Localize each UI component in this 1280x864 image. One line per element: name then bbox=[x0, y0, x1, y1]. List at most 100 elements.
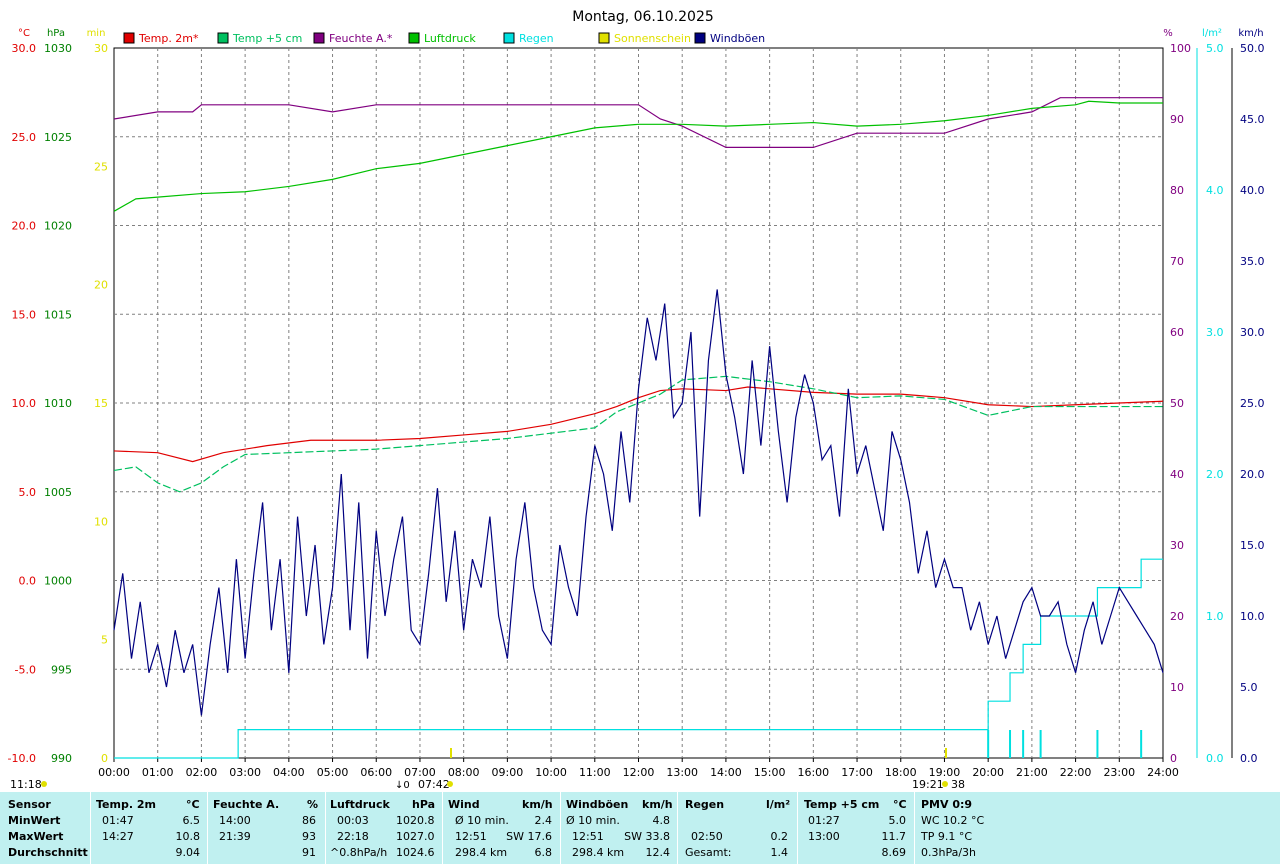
table-header-row: Sensor Temp. 2m °C Feuchte A. % Luftdruc… bbox=[0, 797, 1280, 813]
gust-distance: 298.4 km bbox=[572, 846, 625, 859]
header-humidity-unit: % bbox=[307, 798, 319, 811]
humidity-axis-tick: 20 bbox=[1170, 610, 1184, 623]
temp-axis-tick: 20.0 bbox=[12, 220, 37, 233]
x-tick: 14:00 bbox=[710, 766, 742, 779]
humidity-axis-tick: 80 bbox=[1170, 184, 1184, 197]
rain-axis-tick: 5.0 bbox=[1206, 42, 1224, 55]
legend-label: Temp. 2m* bbox=[138, 32, 199, 45]
legend-label: Temp +5 cm bbox=[232, 32, 302, 45]
series-line bbox=[113, 289, 1164, 716]
col-divider bbox=[677, 792, 678, 864]
temp5-min-time: 01:27 bbox=[808, 814, 840, 827]
wind-max-time: 12:51 bbox=[455, 830, 487, 843]
x-tick: 19:00 bbox=[929, 766, 961, 779]
header-rain-unit: l/m² bbox=[766, 798, 791, 811]
temp5-max-time: 13:00 bbox=[808, 830, 840, 843]
sunrise-sun-icon bbox=[447, 781, 453, 787]
legend-label: Sonnenschein bbox=[614, 32, 691, 45]
humidity-axis-tick: 0 bbox=[1170, 752, 1177, 765]
wind-axis-tick: 10.0 bbox=[1240, 610, 1265, 623]
hum-max-time: 21:39 bbox=[219, 830, 251, 843]
x-tick: 22:00 bbox=[1060, 766, 1092, 779]
press-avg: 1024.6 bbox=[396, 846, 435, 859]
temp2m-max: 10.8 bbox=[175, 830, 201, 843]
humidity-axis-tick: 90 bbox=[1170, 113, 1184, 126]
legend-swatch bbox=[217, 32, 229, 44]
pmv-avg: 0.3hPa/3h bbox=[921, 846, 977, 859]
sun-icon bbox=[41, 781, 47, 787]
header-pressure: Luftdruck bbox=[330, 798, 390, 811]
press-min-time: 00:03 bbox=[337, 814, 369, 827]
header-pressure-unit: hPa bbox=[412, 798, 436, 811]
temp2m-avg: 9.04 bbox=[175, 846, 201, 859]
legend: Temp. 2m* Temp +5 cm Feuchte A.* Luftdruck R… bbox=[123, 32, 765, 45]
wind-axis-tick: 5.0 bbox=[1240, 681, 1258, 694]
sun-axis-tick: 0 bbox=[101, 752, 108, 765]
x-tick: 13:00 bbox=[666, 766, 698, 779]
axis-tick-labels: °C 30.0 25.0 20.0 15.0 10.0 5.0 0.0 -5.0 -10.0 hPa… bbox=[8, 28, 1265, 779]
gust-max-time: 12:51 bbox=[572, 830, 604, 843]
legend-swatch bbox=[408, 32, 420, 44]
temp5-max: 11.7 bbox=[881, 830, 907, 843]
temp-axis-tick: 15.0 bbox=[12, 308, 37, 321]
gust-avg: 12.4 bbox=[645, 846, 671, 859]
header-gust: Windböen bbox=[566, 798, 629, 811]
rain-max: 0.2 bbox=[770, 830, 789, 843]
pmv-max: TP 9.1 °C bbox=[921, 830, 973, 843]
x-tick: 04:00 bbox=[273, 766, 305, 779]
col-divider bbox=[442, 792, 443, 864]
wind-axis-tick: 15.0 bbox=[1240, 539, 1265, 552]
table-row-min: MinWert 01:47 6.5 14:00 86 00:03 1020.8 … bbox=[0, 813, 1280, 829]
weather-chart: Montag, 06.10.2025 Temp. 2m* Temp +5 cm Fe… bbox=[8, 9, 1265, 791]
temp-axis-tick: -10.0 bbox=[8, 752, 36, 765]
x-tick: 08:00 bbox=[448, 766, 480, 779]
legend-label: Regen bbox=[519, 32, 554, 45]
sunrise-arrow: ↓0 bbox=[395, 780, 410, 791]
wind-axis-tick: 45.0 bbox=[1240, 113, 1265, 126]
humidity-axis-unit: % bbox=[1163, 28, 1173, 39]
pressure-axis-unit: hPa bbox=[47, 28, 65, 39]
col-divider bbox=[207, 792, 208, 864]
temp-axis-tick: 5.0 bbox=[19, 486, 37, 499]
temp-axis-tick: -5.0 bbox=[15, 663, 36, 676]
chart-title: Montag, 06.10.2025 bbox=[572, 9, 714, 25]
pressure-axis-tick: 995 bbox=[51, 663, 72, 676]
temp-axis-tick: 30.0 bbox=[12, 42, 37, 55]
pressure-axis-tick: 990 bbox=[51, 752, 72, 765]
header-temp5-unit: °C bbox=[893, 798, 907, 811]
wind-axis-tick: 40.0 bbox=[1240, 184, 1265, 197]
temp2m-min: 6.5 bbox=[182, 814, 201, 827]
header-pmv: PMV 0:9 bbox=[921, 798, 973, 811]
sun-axis-tick: 20 bbox=[94, 279, 108, 292]
sun-axis-tick: 5 bbox=[101, 634, 108, 647]
x-tick: 18:00 bbox=[885, 766, 917, 779]
press-max-time: 22:18 bbox=[337, 830, 369, 843]
header-wind: Wind bbox=[448, 798, 480, 811]
x-tick: 10:00 bbox=[535, 766, 567, 779]
rain-max-time: 02:50 bbox=[691, 830, 723, 843]
wind-axis-tick: 20.0 bbox=[1240, 468, 1265, 481]
pressure-axis-tick: 1030 bbox=[44, 42, 72, 55]
sun-axis-tick: 30 bbox=[94, 42, 108, 55]
pressure-axis-tick: 1025 bbox=[44, 131, 72, 144]
grid-lines bbox=[114, 48, 1163, 758]
col-divider bbox=[914, 792, 915, 864]
temp-axis-tick: 25.0 bbox=[12, 131, 37, 144]
corner-time: 11:18 bbox=[10, 778, 42, 791]
pressure-axis-tick: 1010 bbox=[44, 397, 72, 410]
humidity-axis-tick: 30 bbox=[1170, 539, 1184, 552]
gust-min-label: Ø 10 min. bbox=[566, 814, 620, 827]
hum-avg: 91 bbox=[302, 846, 316, 859]
series-line bbox=[113, 97, 1163, 148]
gust-min: 4.8 bbox=[652, 814, 671, 827]
wind-avg: 6.8 bbox=[534, 846, 553, 859]
legend-swatch bbox=[598, 32, 610, 44]
wind-distance: 298.4 km bbox=[455, 846, 508, 859]
rain-axis-unit: l/m² bbox=[1202, 28, 1222, 39]
pmv-min: WC 10.2 °C bbox=[921, 814, 985, 827]
humidity-axis-tick: 60 bbox=[1170, 326, 1184, 339]
temp-axis-unit: °C bbox=[18, 28, 30, 39]
header-wind-unit: km/h bbox=[522, 798, 553, 811]
legend-swatch bbox=[503, 32, 515, 44]
legend-label: Luftdruck bbox=[424, 32, 476, 45]
